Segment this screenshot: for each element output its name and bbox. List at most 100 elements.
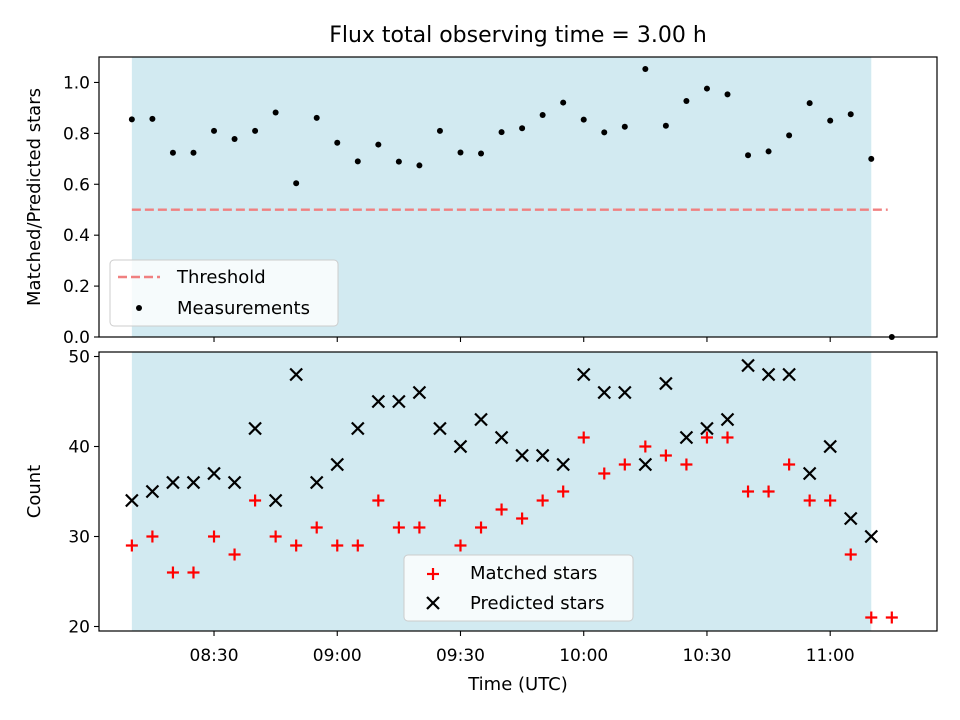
measurement-point [765,148,772,155]
top-panel: 0.0 0.2 0.4 0.6 0.8 1.0 Matched/Predicted sta… [24,56,938,348]
predicted-star-point [145,484,160,499]
matched-star-point [721,431,734,444]
measurement-point [560,99,567,106]
measurement-point [149,115,156,122]
predicted-star-point [309,475,324,490]
bottom-legend: Matched stars Predicted stars [403,554,634,622]
measurement-point [436,127,443,134]
measurement-point [580,116,587,123]
predicted-star-point [474,412,488,427]
predicted-star-point [433,421,447,436]
matched-star-point [536,494,549,507]
measurement-point [169,149,176,156]
measurement-point [519,125,526,132]
x-tick-label: 08:30 [190,646,239,666]
predicted-star-point [720,412,735,427]
matched-star-point [783,458,796,471]
predicted-star-point [535,448,550,463]
measurement-point [293,180,300,187]
matched-star-point [372,494,385,507]
predicted-star-point [227,475,242,490]
measurement-point [354,158,361,165]
legend-measurements-swatch [136,305,142,311]
x-tick-label: 11:00 [806,646,855,666]
measurement-point [416,162,423,169]
y-tick-label: 20 [68,618,90,638]
matched-star-point [865,611,878,624]
predicted-star-point [515,448,529,463]
y-tick-label: 1.0 [63,73,90,93]
bottom-axis-ticks: 20 30 40 50 08:30 09:00 09:30 10:00 10:30 11:00 [68,348,854,667]
matched-star-point [577,431,590,444]
matched-star-point [762,485,775,498]
matched-star-point [557,485,570,498]
measurement-point [827,117,834,124]
bottom-y-axis-label: Count [24,465,45,518]
predicted-star-point [761,367,776,382]
measurement-point [642,65,649,72]
predicted-star-point [453,439,468,454]
measurement-point [724,91,731,98]
bottom-plot-frame [98,351,938,632]
measurements-series [128,65,895,340]
matched-star-point [166,566,179,579]
top-plot-frame [98,56,938,338]
matched-star-point [742,485,755,498]
measurement-point [128,116,135,123]
predicted-star-point [207,466,221,481]
predicted-star-point [597,385,612,400]
chart-title: Flux total observing time = 3.00 h [329,23,707,48]
matched-star-point [659,449,672,462]
y-tick-label: 30 [68,528,90,548]
predicted-star-point [638,457,653,472]
predicted-star-point [556,457,570,472]
measurement-point [498,129,505,136]
measurement-point [313,114,320,121]
predicted-star-point [864,529,879,544]
predicted-stars-series [125,358,879,544]
matched-star-point [146,530,159,543]
measurement-point [601,129,608,136]
top-y-axis-label: Matched/Predicted stars [24,88,45,306]
matched-star-point [413,521,426,534]
matched-star-point [680,458,693,471]
matched-stars-series [125,431,898,624]
predicted-star-point [125,493,139,508]
measurement-point [478,150,485,157]
predicted-star-point [268,493,283,508]
matched-star-point [310,521,323,534]
matched-star-point [516,512,529,525]
top-axis-ticks: 0.0 0.2 0.4 0.6 0.8 1.0 [63,73,831,348]
matched-star-point [392,521,405,534]
legend-predicted-swatch [426,596,440,610]
measurement-point [231,135,238,142]
predicted-star-point [289,367,303,382]
matched-star-point [700,431,713,444]
matched-star-point [824,494,837,507]
matched-star-point [598,467,611,480]
matched-star-point [125,539,138,552]
predicted-star-point [371,394,386,409]
predicted-star-point [782,367,796,382]
measurement-point [539,112,546,119]
predicted-star-point [186,475,201,490]
y-tick-label: 0.8 [63,124,90,144]
matched-star-point [803,494,816,507]
predicted-star-point [576,367,591,382]
y-tick-label: 0.2 [63,277,90,297]
measurement-point [745,152,752,159]
matched-star-point [618,458,631,471]
matched-star-point [249,494,262,507]
measurement-point [662,122,669,129]
matched-star-point [187,566,200,579]
x-tick-label: 10:00 [559,646,608,666]
measurement-point [621,123,628,130]
predicted-star-point [843,511,858,526]
predicted-star-point [618,385,632,400]
y-tick-label: 0.6 [63,175,90,195]
matched-star-point [639,440,652,453]
matched-star-point [495,503,508,516]
matched-star-point [228,548,241,561]
measurement-point [395,158,402,165]
